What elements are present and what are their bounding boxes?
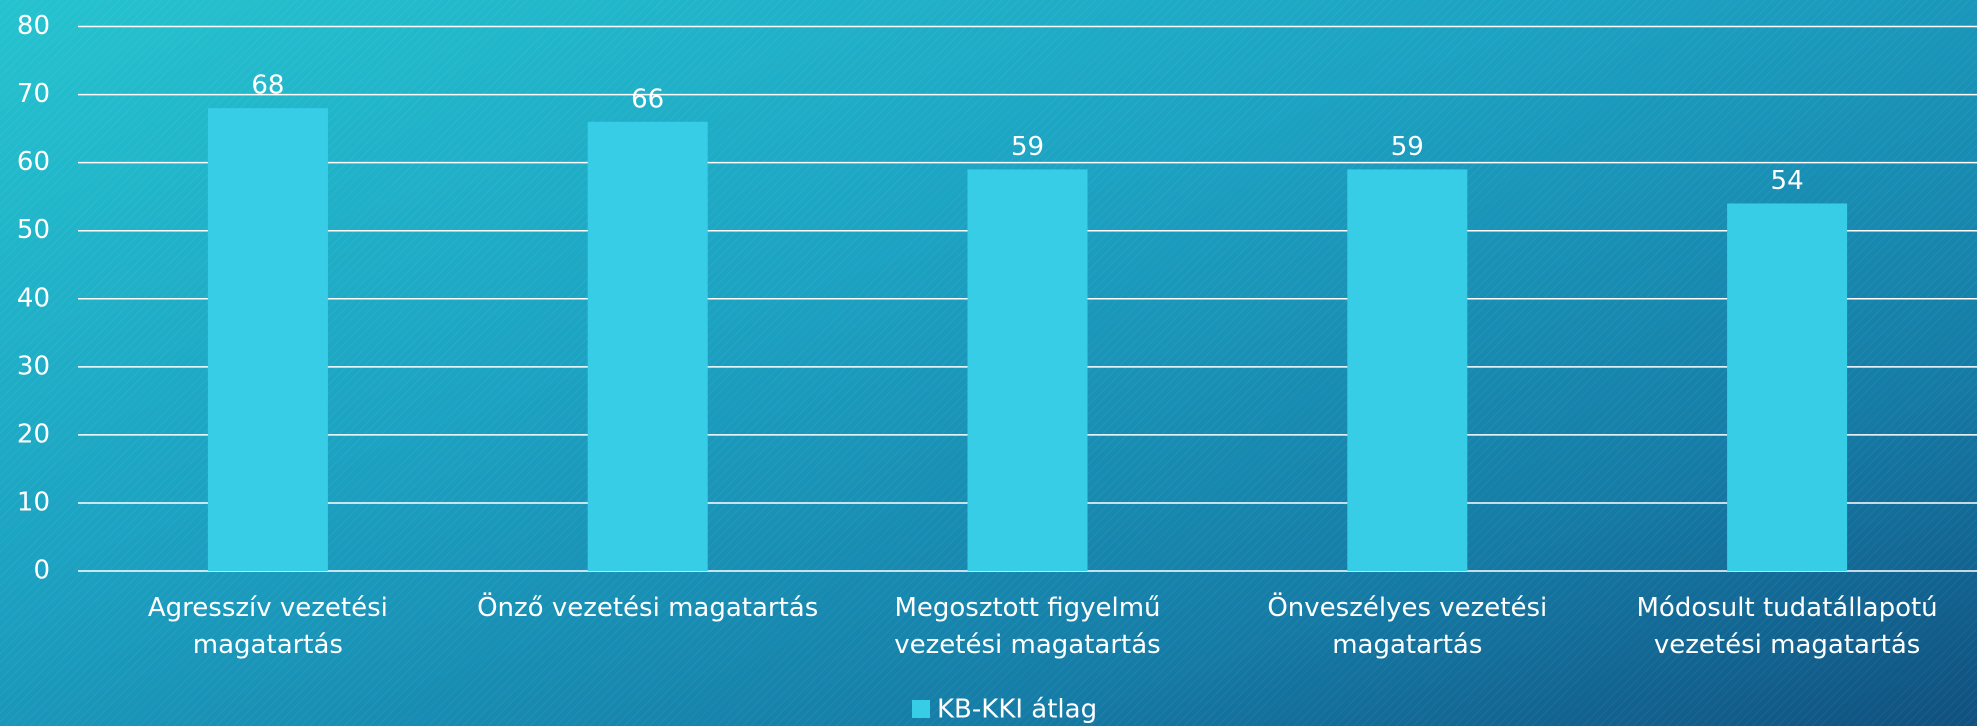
y-tick-label: 0 xyxy=(33,556,50,586)
data-label: 54 xyxy=(1771,166,1804,196)
legend-swatch xyxy=(912,700,930,718)
y-tick-label: 80 xyxy=(17,11,50,41)
bar xyxy=(207,108,328,572)
x-tick-label: Agresszív vezetési magatartás xyxy=(147,593,388,660)
y-tick-label: 20 xyxy=(17,419,50,449)
bar xyxy=(1727,203,1848,571)
bar xyxy=(1347,169,1468,571)
y-tick-label: 10 xyxy=(17,487,50,517)
data-label: 59 xyxy=(1011,132,1044,162)
y-tick-label: 40 xyxy=(17,283,50,313)
y-tick-label: 30 xyxy=(17,351,50,381)
y-tick-label: 70 xyxy=(17,79,50,109)
y-tick-label: 60 xyxy=(17,147,50,177)
x-tick-label: Módosult tudatállapotú vezetési magatart… xyxy=(1636,593,1938,660)
y-tick-label: 50 xyxy=(17,215,50,245)
bar xyxy=(967,169,1088,571)
legend-label: KB-KKI átlag xyxy=(937,695,1097,725)
data-label: 68 xyxy=(251,71,284,101)
bar xyxy=(587,121,708,571)
x-tick-label: Önveszélyes vezetési magatartás xyxy=(1267,593,1548,660)
x-tick-label: Önző vezetési magatartás xyxy=(477,593,819,623)
data-label: 66 xyxy=(631,84,664,114)
x-tick-label: Megosztott figyelmű vezetési magatartás xyxy=(894,593,1161,660)
data-label: 59 xyxy=(1391,132,1424,162)
